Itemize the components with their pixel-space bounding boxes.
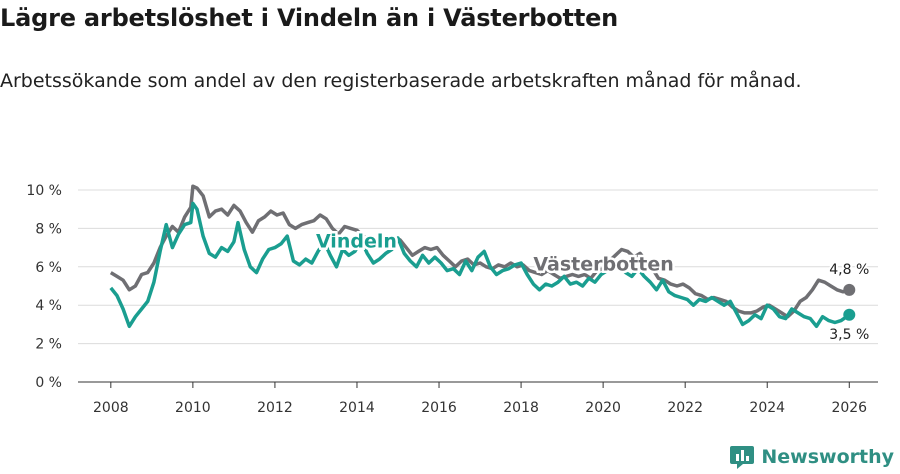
inline-label-vindeln: Vindeln	[316, 231, 397, 253]
axis-layer: 0 % 2 % 4 % 6 % 8 % 10 % 2008 2010 2012 2014 2016 2…	[26, 183, 878, 416]
x-tick-label-2012: 2012	[257, 400, 293, 416]
brand-name: Newsworthy	[761, 446, 894, 468]
x-tick-label-2020: 2020	[585, 400, 621, 416]
y-tick-label-8: 8 %	[35, 221, 62, 237]
x-tick-label-2016: 2016	[421, 400, 457, 416]
end-label-vasterbotten: 4,8 %	[829, 262, 869, 278]
label-layer: Västerbotten Vindeln 4,8 % 3,5 %	[313, 228, 871, 345]
series-layer	[109, 184, 856, 329]
newsworthy-logo-icon	[730, 446, 755, 469]
x-tick-label-2022: 2022	[667, 400, 703, 416]
x-tick-label-2008: 2008	[93, 400, 129, 416]
y-tick-label-4: 4 %	[35, 298, 62, 314]
series-line-vindeln	[109, 201, 851, 329]
x-tick-label-2014: 2014	[339, 400, 375, 416]
grid-layer	[78, 189, 878, 345]
end-label-vindeln: 3,5 %	[829, 327, 869, 343]
y-tick-label-6: 6 %	[35, 260, 62, 276]
chart-title: Lägre arbetslöshet i Vindeln än i Väster…	[0, 4, 619, 32]
y-tick-label-10: 10 %	[26, 183, 62, 199]
y-tick-label-0: 0 %	[35, 375, 62, 391]
x-tick-label-2010: 2010	[175, 400, 211, 416]
x-tick-label-2018: 2018	[503, 400, 539, 416]
end-point-vasterbotten	[843, 283, 856, 296]
chart-subtitle: Arbetssökande som andel av den registerb…	[0, 70, 802, 92]
y-tick-label-2: 2 %	[35, 337, 62, 353]
x-tick-label-2026: 2026	[831, 400, 867, 416]
x-tick-label-2024: 2024	[749, 400, 785, 416]
inline-label-vasterbotten: Västerbotten	[533, 254, 673, 276]
end-point-vindeln	[843, 308, 856, 321]
series-line-vasterbotten	[109, 184, 850, 319]
brand-logo: Newsworthy	[729, 444, 894, 470]
